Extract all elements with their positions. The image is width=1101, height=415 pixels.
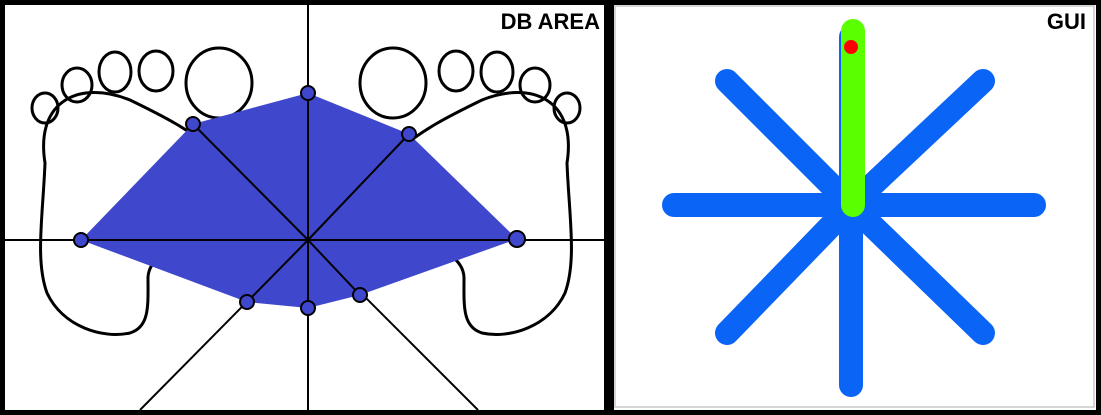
control-point-left[interactable] [73,232,89,248]
control-point-up-right[interactable] [401,126,417,142]
control-point-down-left[interactable] [239,294,255,310]
right-toe-3 [479,50,515,94]
position-marker [844,40,858,54]
direction-arm-up-right[interactable] [839,69,995,217]
diag-overlay-ur [307,133,410,241]
control-point-right[interactable] [508,230,526,248]
control-points [73,85,526,316]
left-toe-2 [137,49,175,93]
control-point-up-left[interactable] [185,116,201,132]
diag-overlay-ul [192,123,309,241]
gui-inner-frame [614,5,1095,408]
left-toe-3 [97,50,133,94]
direction-star [662,25,1046,397]
control-point-down[interactable] [300,300,316,316]
left-toe-4 [60,66,94,104]
direction-arm-down-left[interactable] [715,193,863,345]
control-point-up[interactable] [300,85,316,101]
direction-arm-up-left[interactable] [715,69,863,217]
right-big-toe [358,46,428,120]
direction-arm-down-right[interactable] [839,193,995,345]
left-big-toe [184,46,254,120]
gui-panel: GUI [609,0,1101,415]
db-area-panel: DB AREA [0,0,609,415]
db-area-title: DB AREA [500,9,600,34]
right-toe-5 [552,91,582,125]
db-area-canvas [5,5,604,410]
diag-overlay-dl [246,239,309,303]
control-point-down-right[interactable] [352,287,368,303]
gui-canvas [614,5,1095,408]
left-toe-5 [30,91,60,125]
diag-overlay-dr [307,239,361,296]
right-toe-4 [518,66,552,104]
gui-title: GUI [1046,9,1086,34]
db-area-polygon [81,93,517,308]
right-toe-2 [437,49,475,93]
